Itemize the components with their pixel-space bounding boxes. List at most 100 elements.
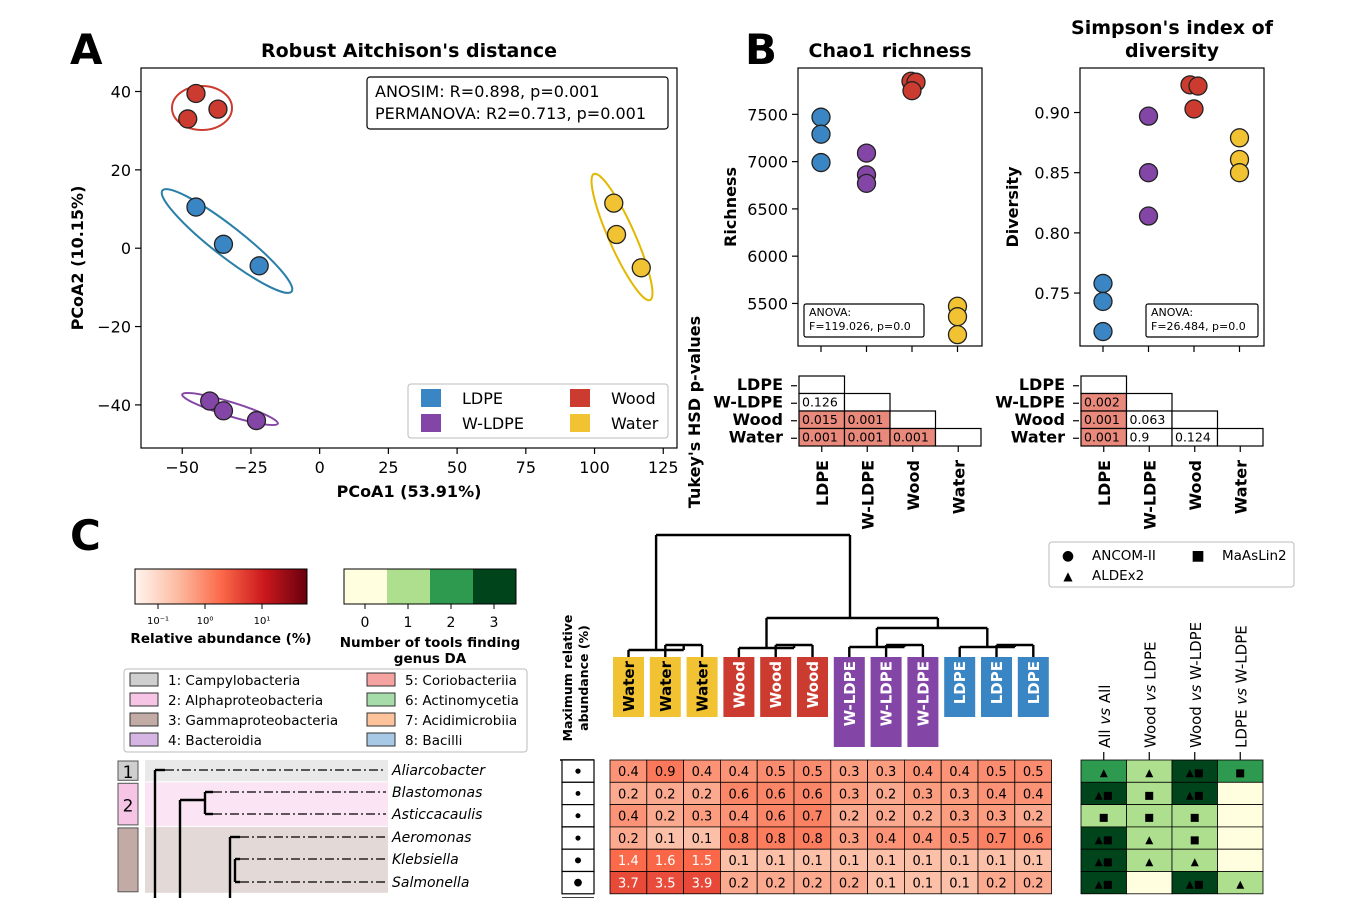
sample-label-box bbox=[944, 657, 976, 717]
tools-colorbar-segment bbox=[473, 569, 516, 604]
pcoa-xtick-label: 25 bbox=[378, 458, 398, 477]
heatmap-value: 0.2 bbox=[1023, 810, 1044, 825]
heatmap-value: 1.4 bbox=[618, 854, 639, 869]
heatmap-value: 0.2 bbox=[876, 810, 897, 825]
pcoa-title: Robust Aitchison's distance bbox=[261, 40, 557, 62]
da-cell-marks: ▲ bbox=[1145, 856, 1154, 868]
methods-legend-symbol: ● bbox=[1062, 548, 1074, 564]
heatmap-value: 0.2 bbox=[839, 810, 860, 825]
da-cell bbox=[1217, 804, 1264, 828]
class-band bbox=[145, 760, 388, 782]
pcoa-xtick-label: −50 bbox=[165, 458, 199, 477]
heatmap-value: 0.5 bbox=[949, 832, 970, 847]
ellipse-ldpe bbox=[160, 188, 294, 294]
heatmap-value: 0.1 bbox=[1023, 854, 1044, 869]
heatmap-value: 0.2 bbox=[618, 787, 639, 802]
sample-label: LDPE bbox=[951, 661, 969, 704]
heatmap-value: 1.5 bbox=[692, 854, 713, 869]
tukey-cell bbox=[1216, 427, 1264, 447]
da-cell-marks: ▲ bbox=[1191, 856, 1200, 868]
max-abundance-label-1: Maximum relative bbox=[560, 615, 575, 742]
pcoa-ytick-label: −40 bbox=[97, 396, 131, 415]
tukey-cell bbox=[1125, 392, 1173, 412]
heatmap-value: 1.6 bbox=[655, 854, 676, 869]
heatmap-value: 0.2 bbox=[655, 787, 676, 802]
alpha-point-w-ldpe-1 bbox=[1138, 106, 1159, 126]
tukey-cell-value: 0.015 bbox=[802, 412, 838, 427]
alpha-point-w-ldpe-3 bbox=[1138, 206, 1159, 226]
heatmap-value: 0.3 bbox=[839, 787, 860, 802]
pcoa-point-water-2 bbox=[606, 224, 627, 245]
legend-swatch-ldpe bbox=[421, 389, 441, 407]
pcoa-ytick-label: −20 bbox=[97, 318, 131, 337]
tukey-cell-value: 0.9 bbox=[1130, 430, 1150, 445]
genus-label: Aeromonas bbox=[391, 830, 471, 846]
sample-label-box bbox=[797, 657, 828, 717]
genus-label: Aliarcobacter bbox=[391, 763, 486, 779]
permanova-text: PERMANOVA: R2=0.713, p=0.001 bbox=[375, 104, 646, 123]
heatmap-value: 0.7 bbox=[802, 810, 823, 825]
heatmap-value: 0.1 bbox=[802, 854, 823, 869]
tukey-cell-value: 0.001 bbox=[1084, 430, 1120, 445]
pcoa-point-ldpe-2 bbox=[213, 234, 234, 254]
differential-abundance-panel: 10⁻¹ 10⁰ 10¹ Relative abundance (%) 0 1 2 3 Numb… bbox=[117, 533, 1295, 898]
class-legend-swatch bbox=[129, 672, 159, 687]
methods-legend-symbol: ■ bbox=[1191, 548, 1204, 564]
max-abundance-label-2: abundance (%) bbox=[576, 625, 591, 731]
class-legend-label: 5: Coriobacteriia bbox=[405, 673, 517, 689]
heatmap-value: 0.5 bbox=[986, 765, 1007, 780]
max-abundance-dot bbox=[575, 791, 581, 796]
heatmap-value: 0.3 bbox=[839, 765, 860, 780]
pcoa-xtick-label: −25 bbox=[234, 458, 268, 477]
sample-label: W-LDPE bbox=[841, 661, 859, 726]
ellipse-water bbox=[590, 172, 654, 302]
heatmap-value: 0.4 bbox=[692, 765, 713, 780]
sample-label: W-LDPE bbox=[878, 661, 896, 726]
alpha-ytick-label: 0.90 bbox=[1034, 104, 1070, 123]
sample-label-box bbox=[686, 657, 718, 717]
heatmap-value: 0.2 bbox=[728, 877, 749, 892]
tukey-col-label: LDPE bbox=[1095, 460, 1114, 506]
heatmap-value: 0.3 bbox=[692, 810, 713, 825]
sample-label-box bbox=[613, 657, 644, 717]
tukey-cell bbox=[934, 427, 982, 447]
sample-label-box bbox=[723, 657, 755, 717]
tukey-row-label: Water bbox=[729, 428, 783, 447]
alpha-point-wood-3 bbox=[902, 81, 922, 101]
sample-label-box bbox=[1017, 657, 1049, 717]
pcoa-ellipses bbox=[160, 85, 654, 427]
max-abundance-dot bbox=[575, 768, 581, 774]
legend-label-wldpe: W-LDPE bbox=[462, 414, 524, 433]
alpha-ytick-label: 0.75 bbox=[1034, 284, 1070, 303]
tukey-col-label: W-LDPE bbox=[1140, 460, 1159, 530]
tukey-cell-value: 0.126 bbox=[802, 395, 838, 410]
class-band-marker bbox=[117, 827, 139, 893]
da-cell-marks: ■ bbox=[1190, 812, 1200, 824]
pcoa-point-wood-2 bbox=[208, 99, 228, 119]
pcoa-xtick-label: 75 bbox=[516, 458, 536, 477]
heatmap-value: 0.4 bbox=[876, 832, 897, 847]
panel-label-b: B bbox=[745, 25, 777, 74]
sample-label-box bbox=[907, 657, 939, 747]
heatmap-value: 3.5 bbox=[655, 877, 676, 892]
heatmap-value: 0.1 bbox=[839, 854, 860, 869]
pcoa-ytick-label: 40 bbox=[111, 83, 131, 102]
genus-label: Asticcacaulis bbox=[391, 807, 482, 823]
heatmap-value: 0.4 bbox=[949, 765, 970, 780]
panel-label-a: A bbox=[70, 25, 103, 74]
sample-label-box bbox=[649, 657, 681, 717]
pcoa-ytick-label: 0 bbox=[121, 239, 131, 258]
heatmap-value: 0.9 bbox=[655, 765, 676, 780]
tukey-col-label: LDPE bbox=[813, 460, 832, 506]
da-cell bbox=[1217, 826, 1264, 850]
comparison-label: Wood vs LDPE bbox=[1141, 641, 1159, 748]
legend-swatch-wldpe bbox=[421, 414, 441, 432]
alpha-point-ldpe-2 bbox=[1093, 291, 1113, 312]
da-cell-marks: ▲■ bbox=[1095, 789, 1113, 801]
tukey-row-label: Wood bbox=[1014, 410, 1065, 429]
pcoa-point-ldpe-3 bbox=[249, 256, 269, 276]
da-cell-marks: ▲ bbox=[1145, 767, 1154, 779]
tukey-row-label: LDPE bbox=[737, 375, 783, 394]
